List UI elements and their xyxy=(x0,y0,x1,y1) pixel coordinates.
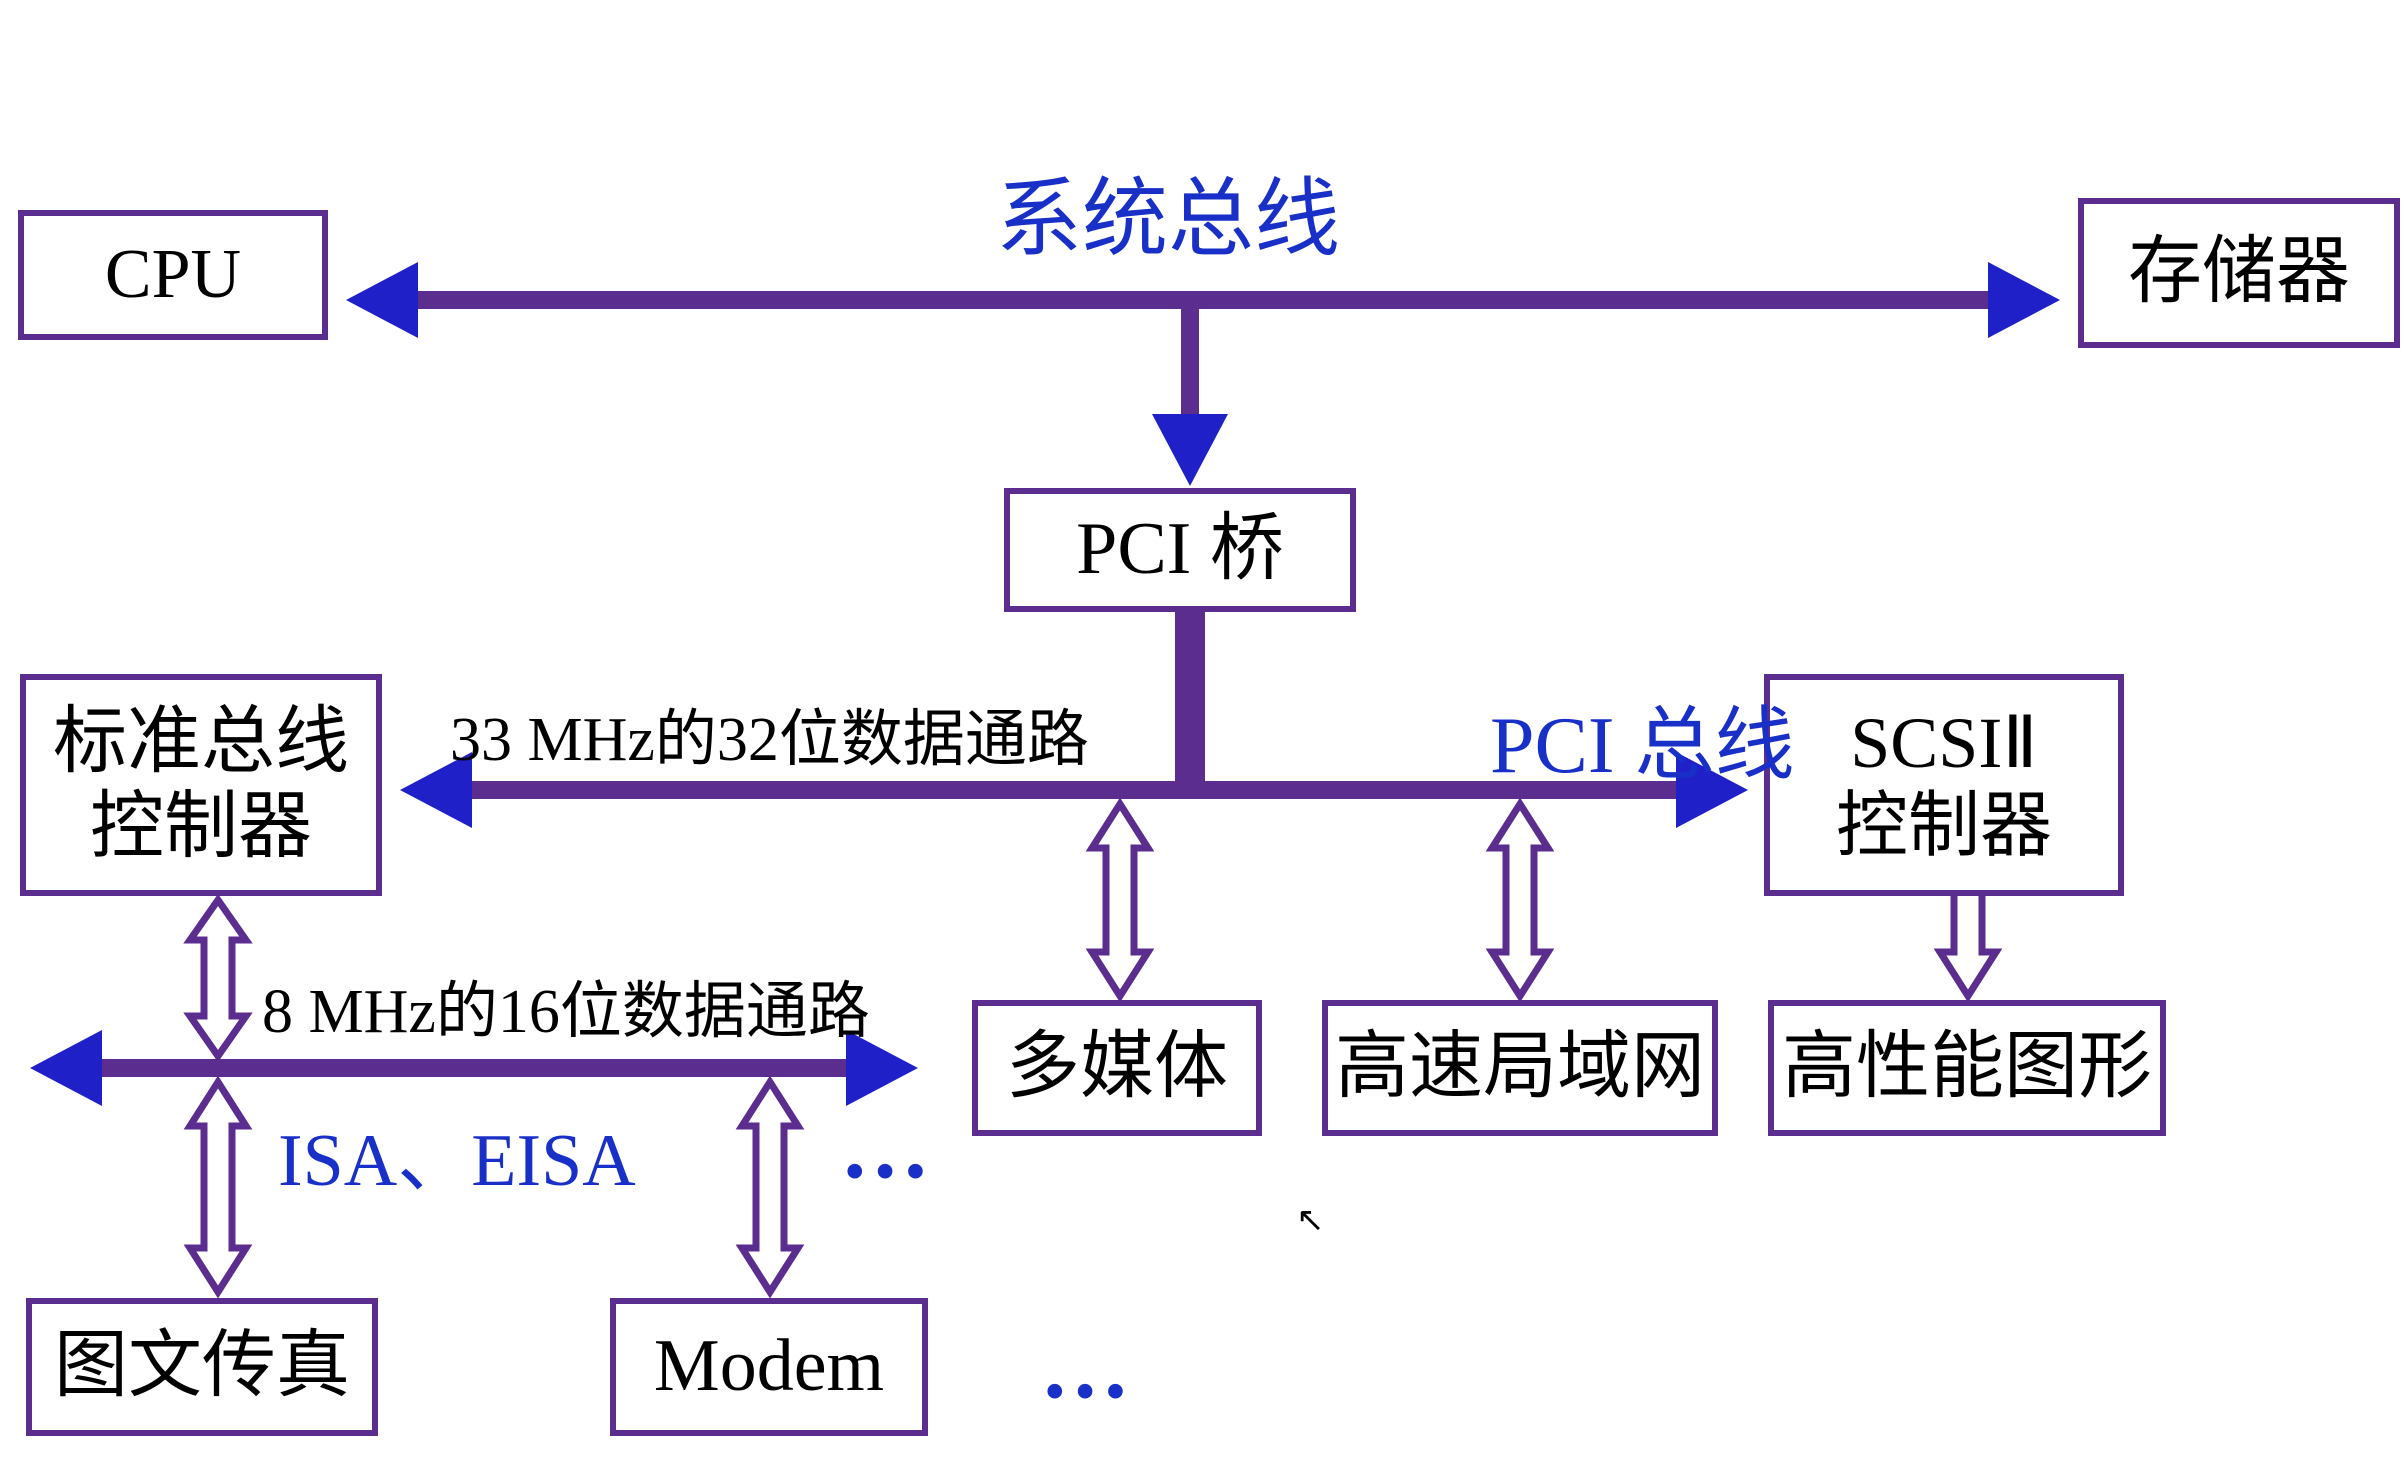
lan-arrow xyxy=(1492,804,1548,996)
node-pci-bridge: PCI 桥 xyxy=(1004,488,1356,612)
label-ellipsis-2: … xyxy=(1040,1316,1130,1419)
label-ellipsis-1: … xyxy=(840,1096,930,1199)
label-rate-33: 33 MHz的32位数据通路 xyxy=(450,688,1089,778)
label-pci-bus: PCI 总线 xyxy=(1490,680,1795,796)
std-to-isa-arrow xyxy=(190,900,246,1056)
node-cpu: CPU xyxy=(18,210,328,340)
fax-arrow xyxy=(190,1082,246,1292)
node-scsi-ctrl: SCSIⅡ 控制器 xyxy=(1764,674,2124,896)
modem-arrow xyxy=(742,1082,798,1292)
node-modem: Modem xyxy=(610,1298,928,1436)
system-to-bridge-line xyxy=(1152,300,1228,486)
node-fax: 图文传真 xyxy=(26,1298,378,1436)
node-std-ctrl: 标准总线 控制器 xyxy=(20,674,382,896)
mouse-cursor-icon: ↖ xyxy=(1296,1200,1325,1240)
node-graphics: 高性能图形 xyxy=(1768,1000,2166,1136)
node-memory: 存储器 xyxy=(2078,198,2400,348)
multimedia-arrow xyxy=(1092,804,1148,996)
label-isa-eisa: ISA、EISA xyxy=(278,1100,636,1207)
label-system-bus: 系统总线 xyxy=(996,148,1340,273)
label-rate-8: 8 MHz的16位数据通路 xyxy=(262,960,870,1050)
system-bus-line xyxy=(346,262,2060,338)
node-multimedia: 多媒体 xyxy=(972,1000,1262,1136)
node-lan: 高速局域网 xyxy=(1322,1000,1718,1136)
